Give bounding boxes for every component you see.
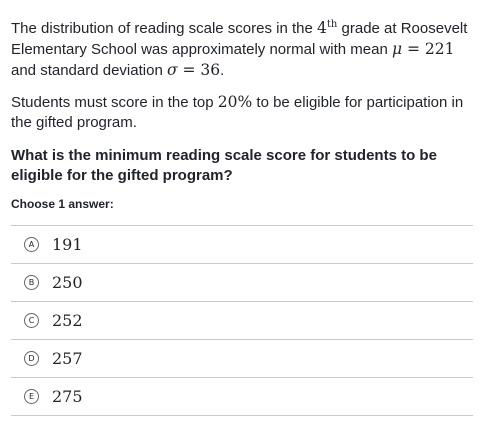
statement-text: grade at Roosevelt Elementary School was… xyxy=(11,20,468,59)
question-prompt: What is the minimum reading scale score … xyxy=(11,147,437,184)
condition-text: to be eligible for participation in the … xyxy=(11,94,464,131)
choice-value: 275 xyxy=(52,387,83,406)
choice-value: 250 xyxy=(52,273,83,292)
choose-instruction: Choose 1 answer: xyxy=(11,197,114,211)
mean-expression: μ = 221 xyxy=(392,40,455,59)
percent-expression: 20% xyxy=(217,93,253,111)
choice-letter-e: E xyxy=(24,389,39,404)
problem-condition: Students must score in the top 20% to be… xyxy=(11,92,477,133)
choice-e[interactable]: E 275 xyxy=(11,378,473,416)
choice-value: 252 xyxy=(52,311,83,330)
answer-choices: A 191 B 250 C 252 D 257 E 275 xyxy=(11,225,473,416)
choice-b[interactable]: B 250 xyxy=(11,264,473,302)
choice-letter-c: C xyxy=(24,313,39,328)
statement-text: . xyxy=(220,62,225,80)
problem-statement: The distribution of reading scale scores… xyxy=(11,15,477,81)
grade-number: 4th xyxy=(317,19,338,38)
choice-d[interactable]: D 257 xyxy=(11,340,473,378)
statement-text: and standard deviation xyxy=(11,62,167,80)
choice-letter-a: A xyxy=(24,237,39,252)
choice-letter-b: B xyxy=(24,275,39,290)
choice-a[interactable]: A 191 xyxy=(11,226,473,264)
choice-c[interactable]: C 252 xyxy=(11,302,473,340)
statement-text: The distribution of reading scale scores… xyxy=(11,20,317,38)
choice-letter-d: D xyxy=(24,351,39,366)
sd-expression: σ = 36 xyxy=(166,61,221,80)
choice-value: 191 xyxy=(52,235,83,254)
condition-text: Students must score in the top xyxy=(11,94,218,111)
choice-value: 257 xyxy=(52,349,83,368)
